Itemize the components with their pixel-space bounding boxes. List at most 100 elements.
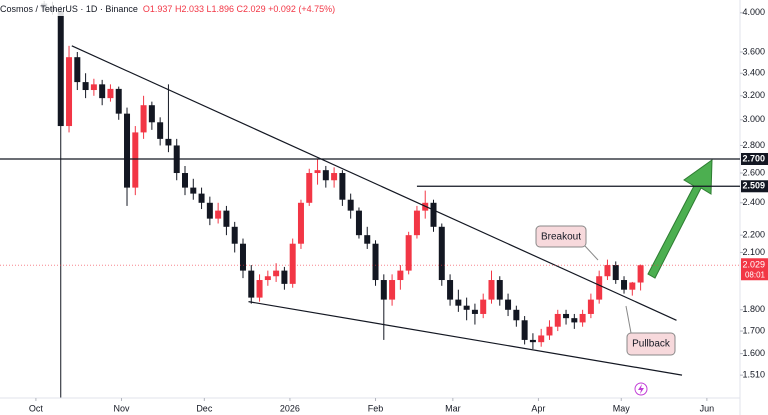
y-tick-label: 2.600 bbox=[742, 167, 765, 177]
x-tick-label: May bbox=[613, 403, 631, 413]
x-tick-label: 2026 bbox=[280, 403, 300, 413]
candle-body bbox=[505, 299, 512, 310]
candle-body bbox=[571, 318, 578, 323]
candle-body bbox=[90, 84, 97, 91]
candle-body bbox=[297, 202, 304, 244]
candle-body bbox=[223, 210, 230, 227]
candle-body bbox=[488, 280, 495, 300]
candle-body bbox=[364, 235, 371, 244]
x-tick-label: Apr bbox=[531, 403, 545, 413]
y-tick-label: 3.000 bbox=[742, 114, 765, 124]
candle-body bbox=[206, 202, 213, 219]
candle-body bbox=[621, 280, 628, 290]
candle-body bbox=[563, 313, 570, 319]
candle-body bbox=[554, 313, 561, 327]
last-price-label: 2.029 bbox=[742, 260, 765, 270]
candle-body bbox=[157, 122, 164, 139]
candle-body bbox=[215, 210, 222, 219]
alert-icon bbox=[634, 382, 648, 396]
ohlc-high: H2.033 bbox=[174, 4, 204, 14]
candle-body bbox=[637, 265, 644, 283]
candle-body bbox=[314, 170, 321, 174]
candle-body bbox=[115, 88, 122, 114]
candle-body bbox=[322, 170, 329, 181]
candle-body bbox=[546, 326, 553, 336]
callout-pointer bbox=[584, 245, 599, 261]
symbol: Cosmos / TetherUS · 1D · Binance bbox=[0, 4, 138, 14]
candle-body bbox=[281, 270, 288, 284]
level-tag bbox=[741, 152, 768, 165]
candle-body bbox=[430, 202, 437, 227]
y-tick-label: 1.700 bbox=[742, 325, 765, 335]
level-tag bbox=[741, 180, 768, 193]
x-tick-label: Jun bbox=[700, 403, 715, 413]
y-tick-label: 2.800 bbox=[742, 140, 765, 150]
callout-pointer bbox=[625, 305, 632, 334]
candle-body bbox=[239, 243, 246, 271]
candle-body bbox=[124, 113, 131, 188]
candle-body bbox=[66, 57, 73, 127]
last-price-tag bbox=[741, 258, 768, 281]
y-tick-label: 1.800 bbox=[742, 304, 765, 314]
candle-body bbox=[612, 265, 619, 281]
candle-body bbox=[529, 339, 536, 343]
candle-body bbox=[405, 235, 412, 271]
candle-body bbox=[463, 305, 470, 310]
ohlc-low: L1.896 bbox=[206, 4, 235, 14]
candle-body bbox=[248, 270, 255, 298]
candle-body bbox=[273, 270, 280, 277]
candle-body bbox=[148, 105, 155, 123]
candle-body bbox=[397, 270, 404, 281]
callout-box bbox=[626, 332, 676, 356]
candle-body bbox=[471, 309, 478, 314]
projection-arrow bbox=[647, 159, 713, 279]
candle-body bbox=[132, 132, 139, 188]
candle-body bbox=[380, 280, 387, 300]
candle-body bbox=[190, 187, 197, 194]
candle-body bbox=[389, 280, 396, 300]
candle-body bbox=[438, 226, 445, 281]
y-tick-label: 1.510 bbox=[742, 370, 765, 380]
trendline bbox=[248, 301, 683, 376]
candle-body bbox=[455, 299, 462, 306]
y-tick-label: 3.400 bbox=[742, 68, 765, 78]
candle-body bbox=[198, 193, 205, 203]
candle-body bbox=[339, 173, 346, 200]
x-tick-label: Dec bbox=[196, 403, 213, 413]
countdown: 08:01 bbox=[745, 270, 766, 279]
candle-body bbox=[264, 276, 271, 281]
ohlc-change: +0.092 (+4.75%) bbox=[268, 4, 336, 14]
candle-body bbox=[496, 280, 503, 300]
candle-body bbox=[165, 138, 172, 146]
plot-area bbox=[41, 0, 683, 398]
candle-body bbox=[596, 276, 603, 300]
candle-body bbox=[587, 299, 594, 314]
candle-body bbox=[57, 10, 64, 127]
y-tick-label: 2.100 bbox=[742, 247, 765, 257]
candle-body bbox=[604, 265, 611, 277]
ohlc-close: C2.029 bbox=[236, 4, 266, 14]
y-tick-label: 2.400 bbox=[742, 197, 765, 207]
candle-body bbox=[347, 199, 354, 211]
candle-body bbox=[521, 320, 528, 340]
y-tick-label: 3.200 bbox=[742, 90, 765, 100]
x-tick-label: Oct bbox=[29, 403, 44, 413]
candle-body bbox=[447, 280, 454, 300]
candle-body bbox=[513, 309, 520, 321]
candle-body bbox=[99, 84, 106, 99]
x-tick-label: Nov bbox=[113, 403, 130, 413]
trendline bbox=[71, 45, 677, 321]
ohlc-open: O1.937 bbox=[142, 4, 173, 14]
candle-body bbox=[372, 243, 379, 281]
y-tick-label: 3.600 bbox=[742, 46, 765, 56]
y-tick-label: 4.000 bbox=[742, 7, 765, 17]
candle-body bbox=[355, 210, 362, 236]
candle-body bbox=[74, 57, 81, 83]
y-tick-label: 1.600 bbox=[742, 348, 765, 358]
candle-body bbox=[480, 299, 487, 314]
legend-header: Cosmos / TetherUS · 1D · Binance O1.937 … bbox=[0, 0, 340, 16]
candle-body bbox=[107, 88, 114, 99]
candle-body bbox=[538, 335, 545, 343]
